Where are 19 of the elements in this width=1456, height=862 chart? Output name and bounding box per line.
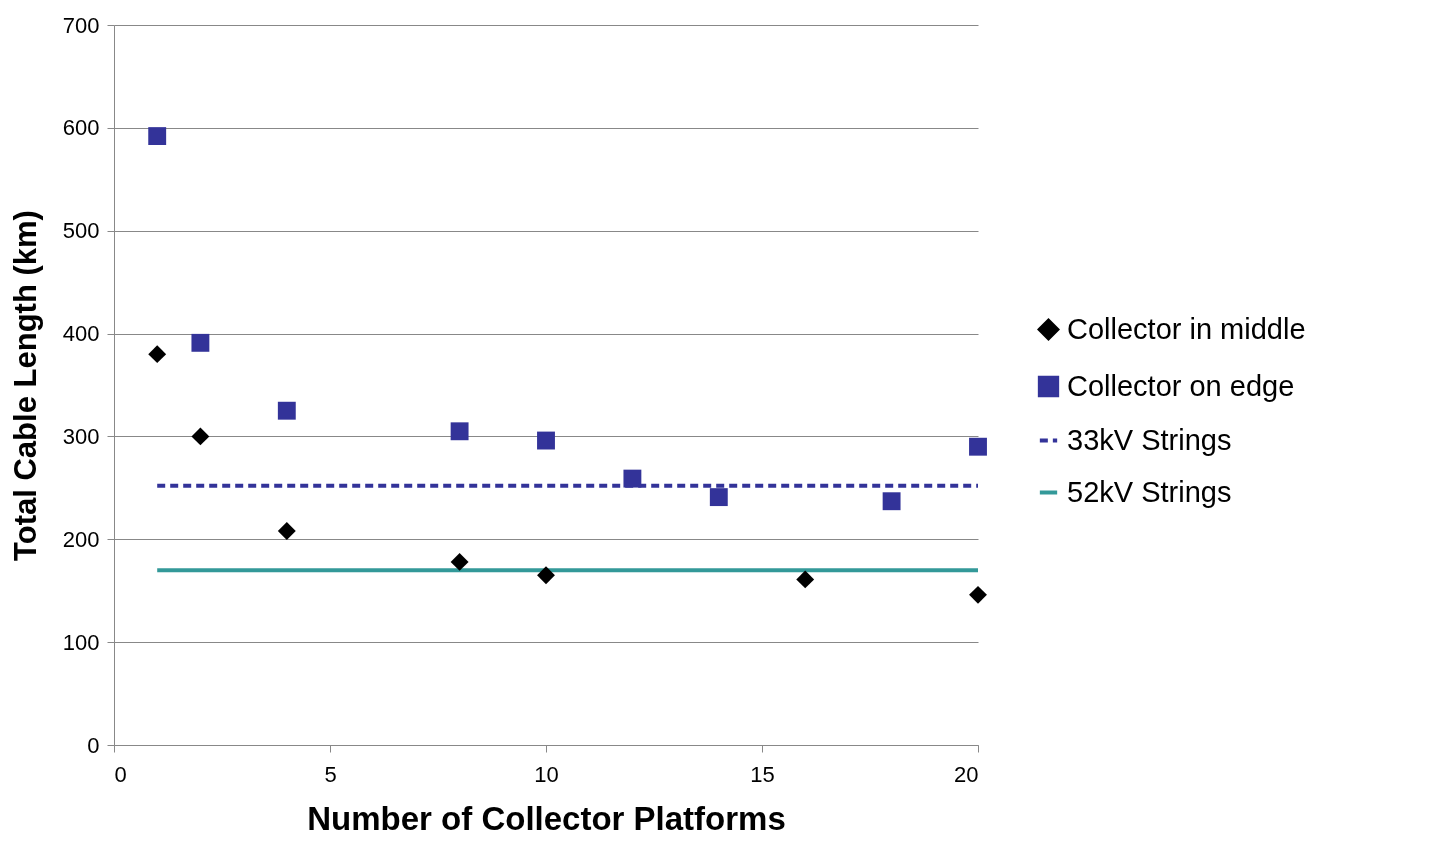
y-tick-label: 200 (62, 526, 100, 552)
y-axis-title: Total Cable Length (km) (7, 210, 43, 561)
y-tick-label: 600 (62, 115, 100, 141)
legend-label: Collector on edge (1067, 369, 1295, 402)
y-tick-label: 700 (62, 12, 100, 38)
y-tick-label: 100 (62, 629, 100, 655)
y-tick-label: 400 (62, 321, 100, 347)
x-tick-label: 15 (750, 761, 775, 787)
y-tick-label: 0 (87, 732, 100, 758)
legend-label: 52kV Strings (1067, 475, 1232, 508)
legend-label: 33kV Strings (1067, 423, 1232, 456)
x-tick-label: 10 (534, 761, 559, 787)
x-tick-label: 5 (324, 761, 337, 787)
x-tick-label: 0 (114, 761, 127, 787)
legend-label: Collector in middle (1067, 312, 1306, 345)
y-tick-label: 500 (62, 218, 100, 244)
x-axis-title: Number of Collector Platforms (307, 799, 786, 837)
x-tick-label: 20 (954, 761, 979, 787)
y-tick-label: 300 (62, 423, 100, 449)
